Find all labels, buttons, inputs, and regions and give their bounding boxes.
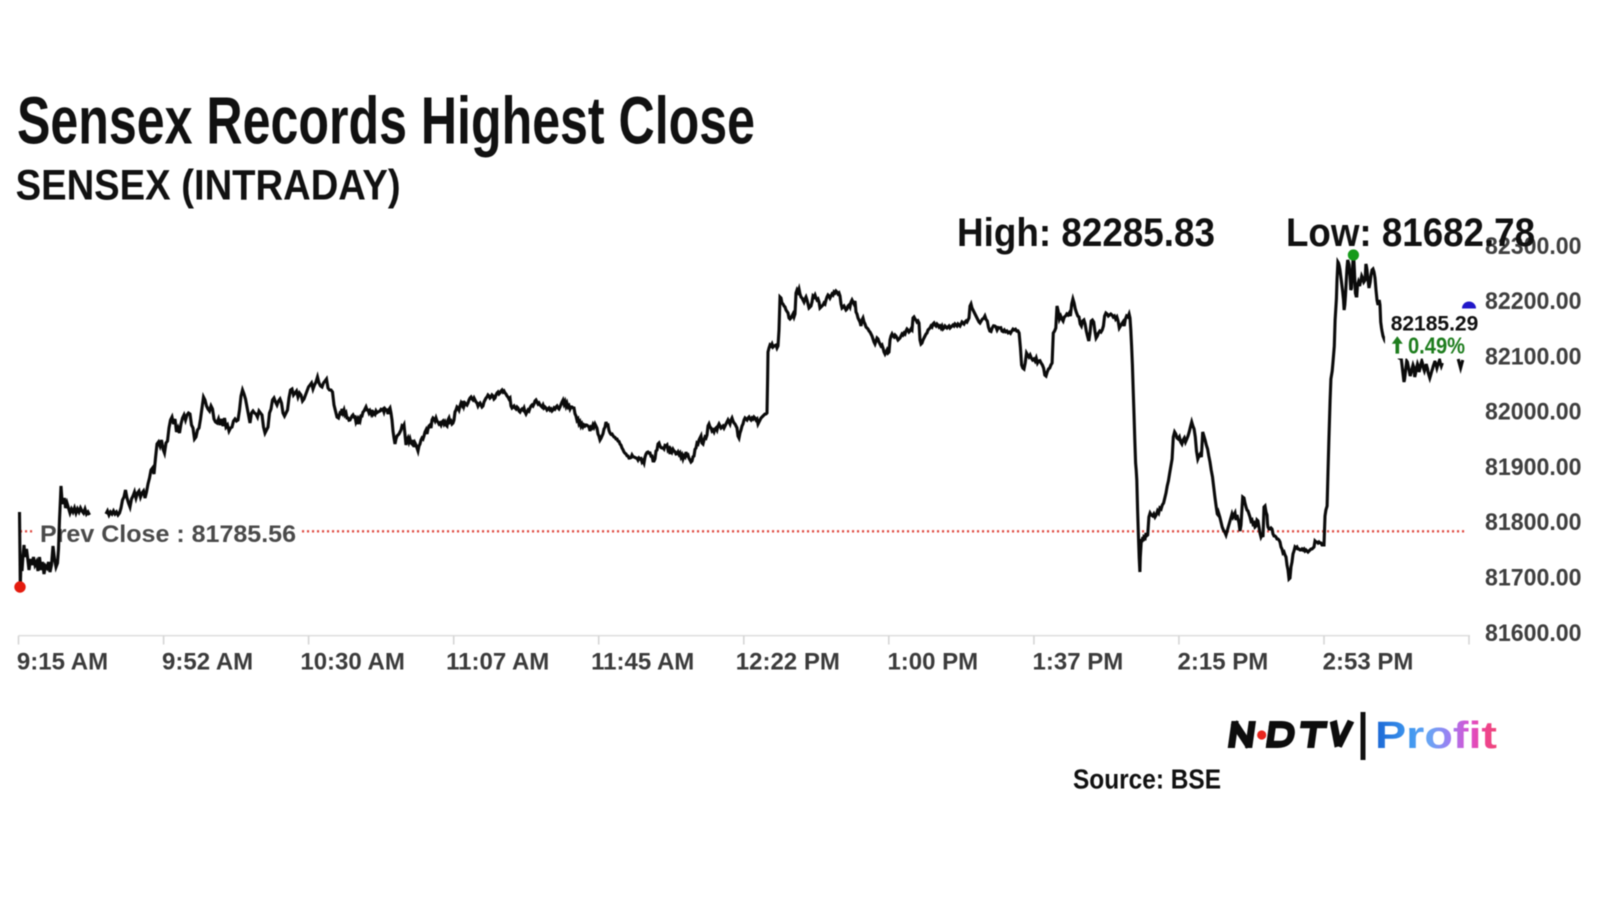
svg-text:82200.00: 82200.00 — [1485, 288, 1582, 315]
svg-text:82300.00: 82300.00 — [1485, 233, 1582, 260]
svg-text:2:15 PM: 2:15 PM — [1178, 648, 1269, 675]
svg-text:9:52 AM: 9:52 AM — [162, 648, 253, 675]
svg-text:81600.00: 81600.00 — [1485, 620, 1582, 647]
svg-text:1:37 PM: 1:37 PM — [1033, 648, 1124, 675]
svg-text:82100.00: 82100.00 — [1485, 343, 1582, 370]
svg-text:11:07 AM: 11:07 AM — [446, 648, 549, 675]
svg-text:81800.00: 81800.00 — [1485, 509, 1582, 536]
svg-text:Low: 81682.78: Low: 81682.78 — [1286, 211, 1535, 255]
svg-text:11:45 AM: 11:45 AM — [591, 648, 694, 675]
svg-text:0.49%: 0.49% — [1408, 333, 1465, 359]
svg-text:2:53 PM: 2:53 PM — [1323, 648, 1414, 675]
svg-text:82185.29: 82185.29 — [1391, 313, 1479, 336]
svg-text:82000.00: 82000.00 — [1485, 399, 1582, 426]
svg-text:Prev Close : 81785.56: Prev Close : 81785.56 — [40, 521, 296, 548]
svg-text:1:00 PM: 1:00 PM — [887, 648, 978, 675]
svg-text:High: 82285.83: High: 82285.83 — [957, 211, 1215, 255]
svg-text:9:15 AM: 9:15 AM — [17, 648, 108, 675]
svg-text:SENSEX (INTRADAY): SENSEX (INTRADAY) — [16, 161, 401, 209]
svg-text:12:22 PM: 12:22 PM — [736, 648, 840, 675]
svg-text:10:30 AM: 10:30 AM — [300, 648, 404, 675]
svg-text:Source: BSE: Source: BSE — [1073, 764, 1221, 795]
svg-text:Profit: Profit — [1375, 714, 1497, 757]
svg-text:81900.00: 81900.00 — [1485, 454, 1582, 481]
svg-text:81700.00: 81700.00 — [1485, 565, 1582, 592]
svg-text:Sensex Records Highest Close: Sensex Records Highest Close — [17, 83, 755, 158]
